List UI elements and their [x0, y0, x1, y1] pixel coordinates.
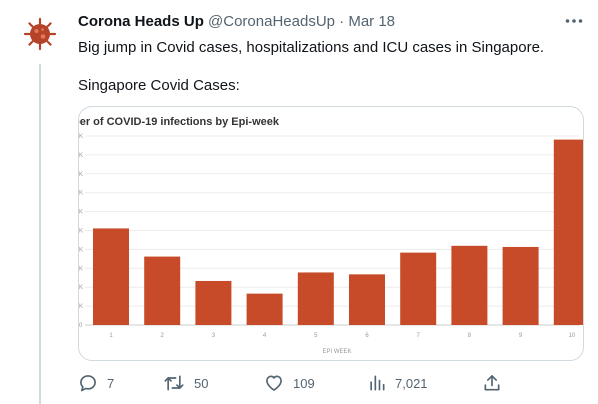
chart-bar	[246, 293, 283, 325]
tweet-actions: 7 50 109 7,021	[78, 370, 508, 396]
tweet-text-line: Big jump in Covid cases, hospitalization…	[78, 39, 545, 56]
author-name[interactable]: Corona Heads Up	[78, 13, 204, 30]
chart-image-card[interactable]: K K K K K K K K K K 0 1 2 3 4 5 6 7 8 9 10 ber of COVID-19 i…	[78, 106, 584, 361]
tweet-date[interactable]: Mar 18	[348, 13, 396, 30]
reply-button[interactable]: 7	[78, 370, 114, 396]
virus-avatar-icon	[22, 16, 58, 52]
analytics-icon	[370, 375, 385, 391]
chart-bar	[349, 274, 385, 325]
header-separator: ·	[339, 13, 345, 30]
chart-x-tick-label: 10	[568, 333, 575, 339]
chart-y-tick-label: K	[79, 191, 83, 197]
views-button[interactable]: 7,021	[368, 370, 428, 396]
tweet-text-line: Singapore Covid Cases:	[78, 77, 240, 94]
chart-y-tick-label: K	[79, 304, 83, 310]
chart-bar	[297, 272, 334, 325]
chart-bar	[451, 245, 488, 325]
chart-x-axis-label: EPI WEEK	[322, 349, 351, 355]
chart-x-tick-label: 1	[109, 333, 113, 339]
chart-x-tick-label: 5	[314, 333, 318, 339]
chart-x-tick-label: 8	[468, 333, 472, 339]
views-count: 7,021	[395, 375, 428, 391]
chart-bar	[93, 228, 129, 325]
covid-cases-chart: K K K K K K K K K K 0 1 2 3 4 5 6 7 8 9 10 ber of COVID-19 i…	[79, 116, 583, 355]
like-count: 109	[293, 375, 315, 391]
chart-x-tick-label: 3	[212, 333, 216, 339]
chart-y-tick-label: K	[79, 172, 83, 178]
chart-bar	[502, 246, 539, 325]
chart-x-tick-label: 7	[417, 333, 421, 339]
chart-bar	[400, 252, 437, 325]
chart-y-tick-label: K	[79, 134, 83, 140]
chart-x-tick-label: 4	[263, 333, 267, 339]
chart-y-tick-label: 0	[79, 323, 83, 329]
chart-bar	[195, 280, 232, 325]
chart-x-tick-label: 2	[161, 333, 165, 339]
chart-bar	[553, 139, 583, 325]
chart-y-tick-label: K	[79, 285, 83, 291]
chart-x-tick-label: 6	[365, 333, 369, 339]
retweet-count: 50	[194, 375, 209, 391]
tweet-text: Big jump in Covid cases, hospitalization…	[78, 38, 583, 95]
chart-y-tick-label: K	[79, 247, 83, 253]
more-horizontal-icon	[565, 19, 583, 23]
chart-bar	[144, 256, 181, 325]
chart-y-tick-label: K	[79, 229, 83, 235]
chart-y-tick-label: K	[79, 266, 83, 272]
heart-icon	[266, 375, 282, 391]
author-handle[interactable]: @CoronaHeadsUp	[208, 13, 335, 30]
chart-x-tick-label: 9	[519, 333, 523, 339]
share-icon	[484, 375, 500, 391]
tweet-header: Corona Heads Up @CoronaHeadsUp · Mar 18	[78, 13, 395, 31]
more-button[interactable]	[563, 10, 585, 32]
chart-y-tick-label: K	[79, 210, 83, 216]
share-button[interactable]	[482, 370, 502, 396]
reply-icon	[80, 375, 96, 392]
reply-count: 7	[107, 375, 115, 391]
avatar[interactable]	[22, 16, 58, 52]
thread-line	[39, 64, 41, 404]
chart-title: ber of COVID-19 infections by Epi-week	[79, 116, 280, 128]
retweet-icon	[164, 375, 184, 391]
like-button[interactable]: 109	[264, 370, 315, 396]
retweet-button[interactable]: 50	[163, 370, 208, 396]
chart-y-tick-label: K	[79, 153, 83, 159]
